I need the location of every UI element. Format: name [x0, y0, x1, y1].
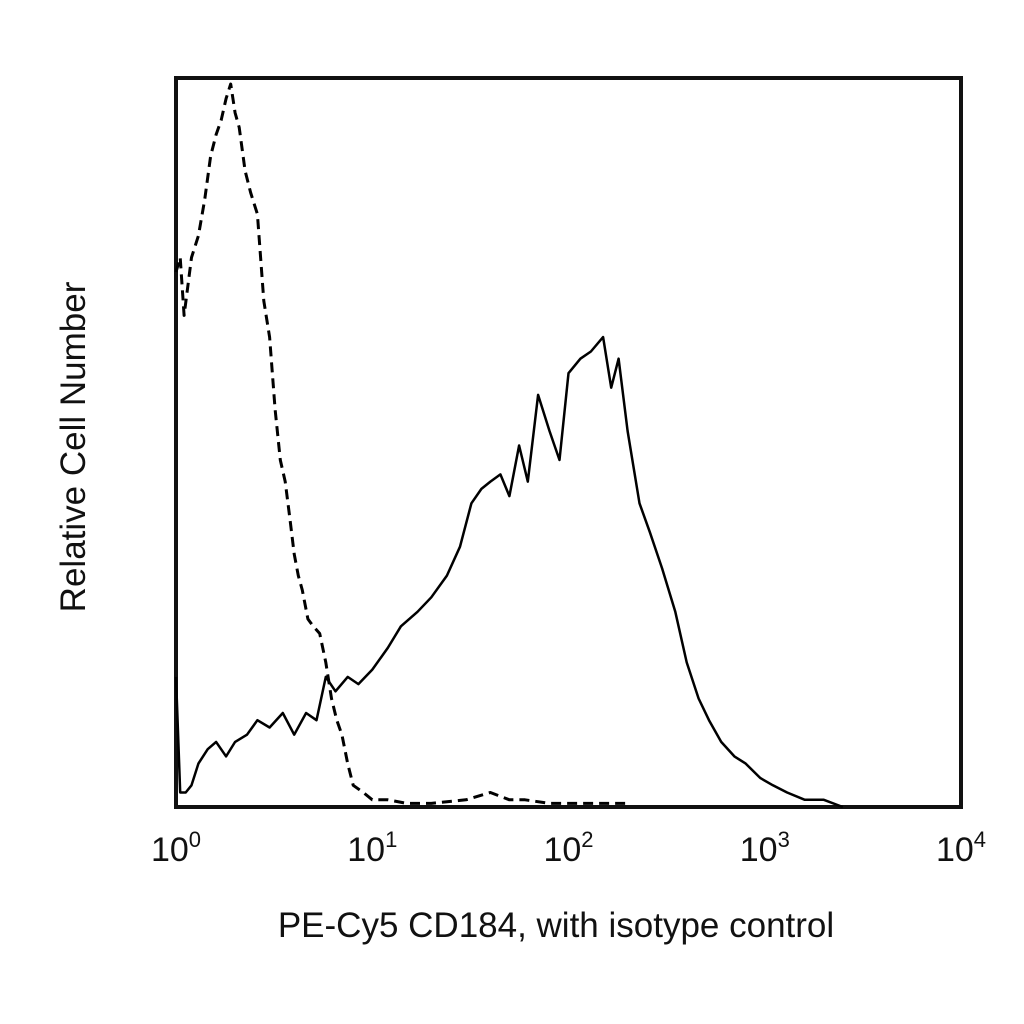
x-tick-base: 10 — [151, 831, 189, 869]
x-tick-label: 104 — [936, 827, 986, 869]
x-tick-base: 10 — [936, 831, 974, 869]
x-tick-exponent: 4 — [974, 827, 986, 852]
x-tick-label: 101 — [347, 827, 397, 869]
x-tick-exponent: 1 — [385, 827, 397, 852]
plot-frame — [174, 76, 963, 809]
x-tick-exponent: 2 — [581, 827, 593, 852]
x-tick-exponent: 3 — [778, 827, 790, 852]
x-tick-base: 10 — [543, 831, 581, 869]
x-tick-label: 102 — [543, 827, 593, 869]
x-axis-title: PE-Cy5 CD184, with isotype control — [278, 906, 834, 945]
series-layer — [174, 82, 844, 809]
x-tick-exponent: 0 — [189, 827, 201, 852]
x-tick-label: 103 — [740, 827, 790, 869]
isotype-control-series-line — [174, 82, 628, 805]
x-tick-labels: 100 101 102 103 104 — [151, 827, 986, 869]
x-tick-base: 10 — [740, 831, 778, 869]
y-axis-title: Relative Cell Number — [54, 281, 93, 612]
x-tick-base: 10 — [347, 831, 385, 869]
x-tick-label: 100 — [151, 827, 201, 869]
cd184-series-line — [174, 335, 844, 809]
